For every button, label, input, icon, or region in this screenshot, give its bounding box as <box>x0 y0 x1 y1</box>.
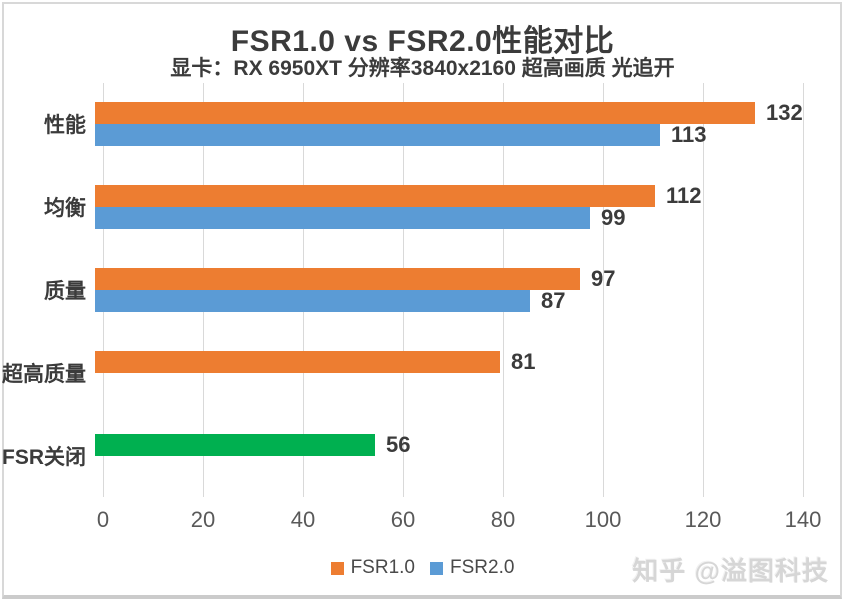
gridline <box>702 83 704 497</box>
bar-value-label: 87 <box>541 287 566 313</box>
category-row: 质量 97 87 <box>0 249 845 332</box>
x-tick-label: 40 <box>290 507 316 532</box>
bar-slot: 99 <box>95 205 702 231</box>
bar <box>95 350 500 373</box>
bar-cluster: 132 113 <box>95 100 803 148</box>
x-tick-label: 80 <box>490 507 516 532</box>
category-row: 超高质量 81 <box>0 331 845 414</box>
legend-swatch <box>430 561 443 575</box>
bar <box>95 124 660 147</box>
chart-subtitle: 显卡：RX 6950XT 分辨率3840x2160 超高画质 光追开 <box>170 57 675 80</box>
bar-slot: 132 <box>95 100 803 126</box>
x-tick-label: 120 <box>684 507 722 532</box>
category-row: FSR关闭 56 <box>0 414 845 497</box>
bar-value-label: 112 <box>666 183 702 209</box>
category-label: 均衡 <box>44 197 86 221</box>
bar-slot <box>95 373 535 395</box>
x-tick-label: 0 <box>96 507 110 532</box>
x-tick-label: 60 <box>390 507 416 532</box>
bar-cluster: 81 <box>95 348 536 395</box>
bar-slot: 87 <box>95 287 615 313</box>
x-axis: 0 20 40 60 80 100 120 140 <box>97 507 821 533</box>
bar <box>95 267 580 290</box>
bar-slot: 56 <box>95 431 411 457</box>
bar-slot: 81 <box>95 348 536 374</box>
bar-value-label: 81 <box>511 348 536 374</box>
bar-value-label: 113 <box>671 122 707 148</box>
bar-value-label: 132 <box>766 100 803 126</box>
x-tick-label: 100 <box>584 507 622 532</box>
bar-value-label: 56 <box>386 431 411 457</box>
category-row: 均衡 112 99 <box>0 166 845 249</box>
legend-item: FSR2.0 <box>430 557 514 579</box>
bar-slot: 112 <box>95 183 702 209</box>
category-label: 质量 <box>44 279 86 303</box>
category-label: 超高质量 <box>2 362 86 386</box>
legend-item: FSR1.0 <box>330 557 415 579</box>
x-tick-label: 140 <box>784 507 822 532</box>
bar-slot: 113 <box>95 122 803 148</box>
legend-label: FSR1.0 <box>350 557 415 578</box>
legend-label: FSR2.0 <box>450 557 515 578</box>
legend: FSR1.0 FSR2.0 <box>0 557 845 579</box>
category-row: 性能 132 113 <box>0 83 845 166</box>
bar-value-label: 99 <box>601 205 626 231</box>
bar <box>95 185 655 208</box>
legend-swatch <box>330 561 344 575</box>
x-tick-label: 20 <box>190 507 216 532</box>
chart-title: FSR1.0 vs FSR2.0性能对比 <box>230 25 615 58</box>
bar <box>95 289 530 312</box>
bar <box>95 207 590 230</box>
gridline <box>802 83 804 497</box>
bar-slot <box>95 456 410 478</box>
bar-cluster: 56 <box>95 431 411 478</box>
gridline <box>602 83 604 497</box>
plot-rows: 性能 132 113 均衡 112 99 质量 97 87 超高质量 81 FSR关闭 56 <box>0 83 845 497</box>
watermark: 知乎 @溢图科技 <box>632 556 829 586</box>
bar-cluster: 97 87 <box>95 265 616 313</box>
bar <box>95 102 755 125</box>
bar-value-label: 97 <box>591 265 616 291</box>
bar-cluster: 112 99 <box>95 183 702 231</box>
category-label: 性能 <box>44 114 86 138</box>
plot-area: 性能 132 113 均衡 112 99 质量 97 87 超高质量 81 FSR关闭 56 <box>0 83 845 497</box>
category-label: FSR关闭 <box>2 445 86 469</box>
bar-slot: 97 <box>95 265 616 291</box>
bar <box>95 433 375 456</box>
